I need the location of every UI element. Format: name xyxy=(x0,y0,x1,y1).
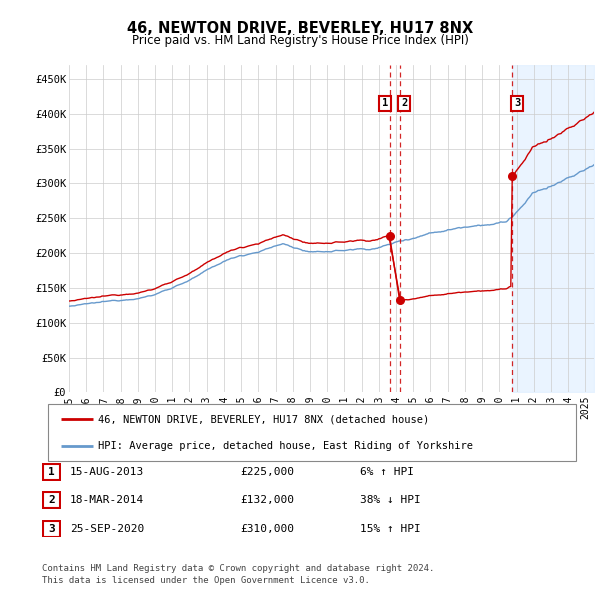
Text: 2: 2 xyxy=(48,496,55,505)
Text: 15-AUG-2013: 15-AUG-2013 xyxy=(70,467,145,477)
Text: 46, NEWTON DRIVE, BEVERLEY, HU17 8NX: 46, NEWTON DRIVE, BEVERLEY, HU17 8NX xyxy=(127,21,473,35)
Text: Contains HM Land Registry data © Crown copyright and database right 2024.
This d: Contains HM Land Registry data © Crown c… xyxy=(42,565,434,585)
FancyBboxPatch shape xyxy=(43,464,60,480)
Text: 1: 1 xyxy=(382,98,388,108)
FancyBboxPatch shape xyxy=(48,404,576,461)
Text: 38% ↓ HPI: 38% ↓ HPI xyxy=(360,496,421,505)
Text: 2: 2 xyxy=(401,98,407,108)
Text: £225,000: £225,000 xyxy=(240,467,294,477)
Text: Price paid vs. HM Land Registry's House Price Index (HPI): Price paid vs. HM Land Registry's House … xyxy=(131,34,469,47)
Text: 1: 1 xyxy=(48,467,55,477)
Text: 46, NEWTON DRIVE, BEVERLEY, HU17 8NX (detached house): 46, NEWTON DRIVE, BEVERLEY, HU17 8NX (de… xyxy=(98,414,430,424)
Text: HPI: Average price, detached house, East Riding of Yorkshire: HPI: Average price, detached house, East… xyxy=(98,441,473,451)
Text: 3: 3 xyxy=(48,524,55,533)
FancyBboxPatch shape xyxy=(43,492,60,508)
Text: 15% ↑ HPI: 15% ↑ HPI xyxy=(360,524,421,533)
Text: £132,000: £132,000 xyxy=(240,496,294,505)
Text: 18-MAR-2014: 18-MAR-2014 xyxy=(70,496,145,505)
Text: 3: 3 xyxy=(514,98,520,108)
Text: 6% ↑ HPI: 6% ↑ HPI xyxy=(360,467,414,477)
Text: 25-SEP-2020: 25-SEP-2020 xyxy=(70,524,145,533)
Text: £310,000: £310,000 xyxy=(240,524,294,533)
FancyBboxPatch shape xyxy=(43,521,60,537)
